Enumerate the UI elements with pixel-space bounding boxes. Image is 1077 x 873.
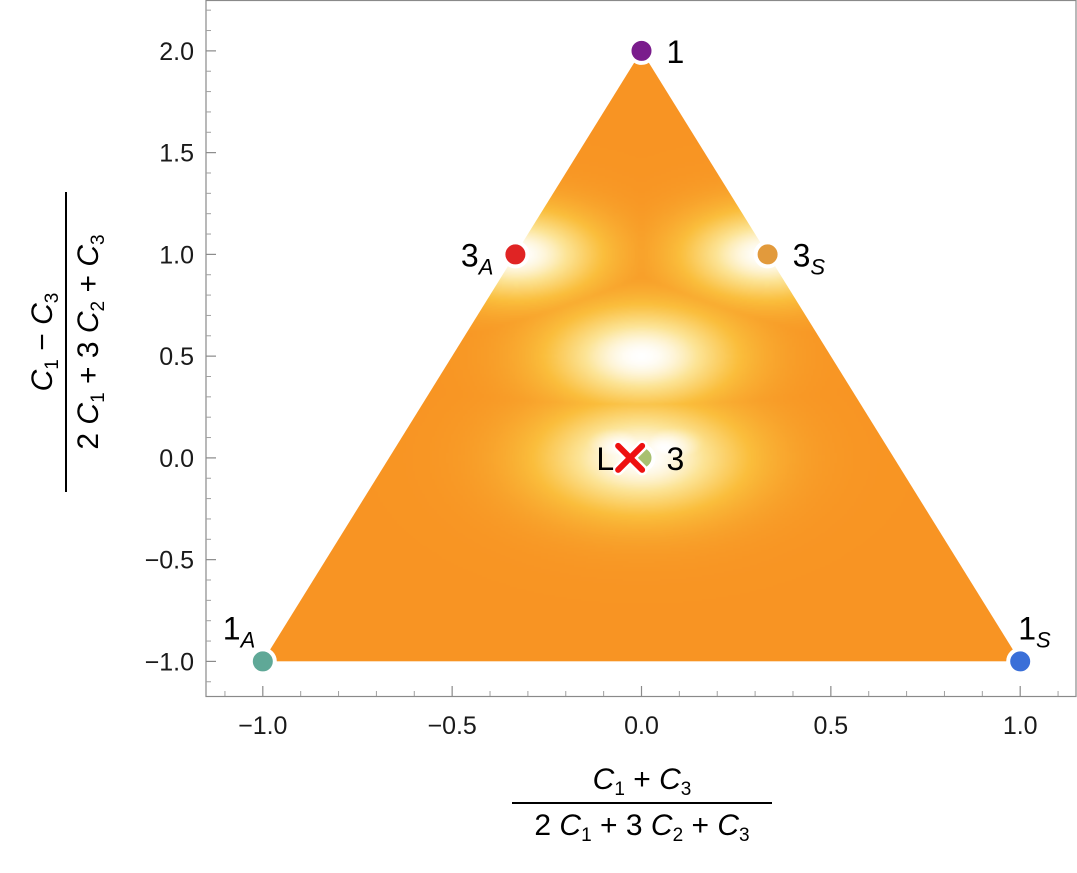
- x-axis-label-fraction-bar: [512, 802, 772, 804]
- point-3S: [753, 240, 782, 269]
- y-axis-label: C1 − C3 2 C1 + 3 C2 + C3: [25, 192, 109, 492]
- point-label-1S: 1S: [1018, 610, 1051, 652]
- point-label-main: 1: [223, 610, 241, 646]
- y-axis-label-numerator: C1 − C3: [26, 292, 63, 392]
- point-label-main: 1: [667, 34, 685, 70]
- marker-L: L: [596, 440, 648, 477]
- y-axis-label-fraction-bar: [65, 192, 67, 492]
- y-tick-label: 1.0: [159, 241, 194, 269]
- x-axis: −1.0 −0.5 0.0 0.5 1.0: [224, 686, 1059, 740]
- point-label-subscript: S: [1036, 627, 1051, 652]
- y-tick-label: 0.5: [159, 343, 194, 371]
- marker-x: [615, 442, 646, 473]
- point-label-main: 3: [793, 237, 811, 273]
- point-1S: [1006, 647, 1035, 676]
- x-axis-label-numerator: C1 + C3: [592, 763, 692, 800]
- point-label-1: 1: [667, 34, 685, 70]
- point-1A: [248, 647, 277, 676]
- point-label-subscript: S: [810, 254, 825, 279]
- x-axis-label-denominator: 2 C1 + 3 C2 + C3: [534, 809, 750, 846]
- y-axis: −1.0 −0.5 0.0 0.5 1.0 1.5 2.0: [145, 9, 216, 683]
- marker-label: L: [596, 441, 614, 477]
- point-1: [627, 36, 656, 65]
- y-axis-label-denominator: 2 C1 + 3 C2 + C3: [72, 234, 109, 450]
- y-tick-label: 2.0: [159, 38, 194, 66]
- point-label-3: 3: [667, 441, 685, 477]
- point-label-3A: 3A: [461, 237, 493, 279]
- x-tick-label: 0.5: [813, 712, 848, 740]
- x-tick-label: −0.5: [427, 712, 476, 740]
- x-axis-label: C1 + C3 2 C1 + 3 C2 + C3: [512, 762, 772, 846]
- y-tick-label: −0.5: [145, 547, 194, 575]
- point-label-main: 3: [461, 237, 479, 273]
- markers: L: [596, 440, 648, 477]
- point-label-main: 1: [1018, 610, 1036, 646]
- y-tick-label: 1.5: [159, 140, 194, 168]
- point-label-3S: 3S: [793, 237, 826, 279]
- x-tick-label: 0.0: [624, 712, 659, 740]
- y-tick-label: −1.0: [145, 648, 194, 676]
- point-3A: [501, 240, 530, 269]
- x-tick-label: −1.0: [238, 712, 287, 740]
- point-label-main: 3: [667, 441, 685, 477]
- y-tick-label: 0.0: [159, 445, 194, 473]
- point-label-subscript: A: [239, 627, 256, 652]
- point-label-1A: 1A: [223, 610, 255, 652]
- x-tick-label: 1.0: [1003, 712, 1038, 740]
- point-label-subscript: A: [477, 254, 494, 279]
